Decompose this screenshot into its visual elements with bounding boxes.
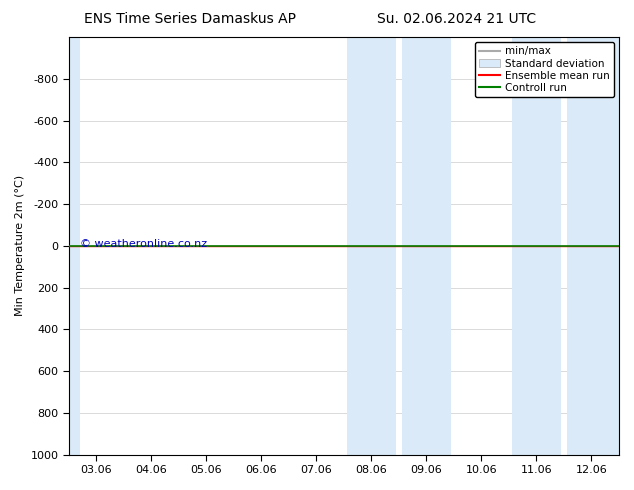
Bar [347,37,396,455]
Bar [69,37,80,455]
Bar [567,37,619,455]
Legend: min/max, Standard deviation, Ensemble mean run, Controll run: min/max, Standard deviation, Ensemble me… [475,42,614,97]
Text: ENS Time Series Damaskus AP: ENS Time Series Damaskus AP [84,12,296,26]
Text: Su. 02.06.2024 21 UTC: Su. 02.06.2024 21 UTC [377,12,536,26]
Bar [402,37,451,455]
Bar [512,37,561,455]
Text: © weatheronline.co.nz: © weatheronline.co.nz [80,239,207,249]
Y-axis label: Min Temperature 2m (°C): Min Temperature 2m (°C) [15,175,25,317]
